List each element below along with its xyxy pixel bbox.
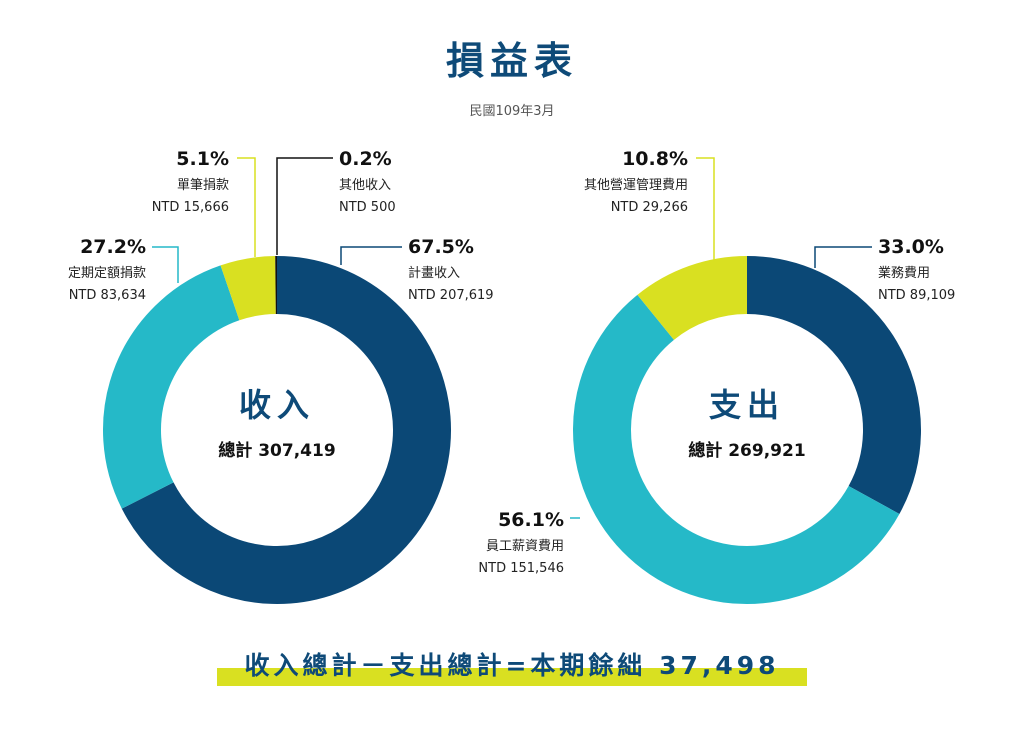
donut-slice-1-0 [746,256,921,514]
slice-amount-salary-expense: NTD 151,546 [478,561,564,576]
income-center-title: 收入 [239,386,315,424]
slice-name-recurring-donation: 定期定額捐款 [68,266,146,281]
slice-pct-recurring-donation: 27.2% [80,236,146,258]
slice-name-planned-income: 計畫收入 [408,265,460,281]
slice-name-other-income: 其他收入 [339,178,391,193]
slice-name-salary-expense: 員工薪資費用 [486,539,564,554]
slice-pct-business-expense: 33.0% [878,236,944,258]
slice-pct-single-donation: 5.1% [176,148,229,170]
expense-center-title: 支出 [709,386,785,424]
leader-line-other-income [276,157,333,255]
slice-name-other-expense: 其他營運管理費用 [584,178,688,193]
leader-line-single-donation [237,157,256,257]
expense-donut [573,256,921,604]
slice-pct-other-expense: 10.8% [622,148,688,170]
leader-line-planned-income [340,246,402,265]
leader-line-other-expense [696,157,715,262]
slice-name-business-expense: 業務費用 [878,265,930,281]
leader-line-business-expense [814,246,872,268]
slice-amount-other-expense: NTD 29,266 [611,200,688,215]
slice-amount-business-expense: NTD 89,109 [878,288,955,303]
donut-slice-1-1 [573,294,900,604]
donut-slice-0-0 [121,256,451,604]
donut-slice-1-2 [637,256,748,341]
slice-amount-single-donation: NTD 15,666 [152,200,229,215]
bottom-highlight-bar [217,668,807,686]
net-result-summary: 收入總計－支出總計=本期餘絀 37,498 [244,651,780,680]
income-center-total: 總計 307,419 [218,440,335,461]
slice-name-single-donation: 單筆捐款 [177,178,229,193]
slice-amount-planned-income: NTD 207,619 [408,288,494,303]
slice-amount-recurring-donation: NTD 83,634 [69,288,146,303]
donut-slice-0-2 [220,256,277,321]
slice-amount-other-income: NTD 500 [339,200,396,215]
page-subtitle: 民國109年3月 [469,104,555,119]
income-donut [103,256,451,604]
leader-line-recurring-donation [152,246,179,283]
slice-pct-other-income: 0.2% [339,148,392,170]
page-title: 損益表 [445,39,578,83]
slice-pct-planned-income: 67.5% [408,236,474,258]
expense-center-total: 總計 269,921 [688,440,805,461]
donut-slice-0-1 [103,265,241,509]
slice-pct-salary-expense: 56.1% [498,509,564,531]
